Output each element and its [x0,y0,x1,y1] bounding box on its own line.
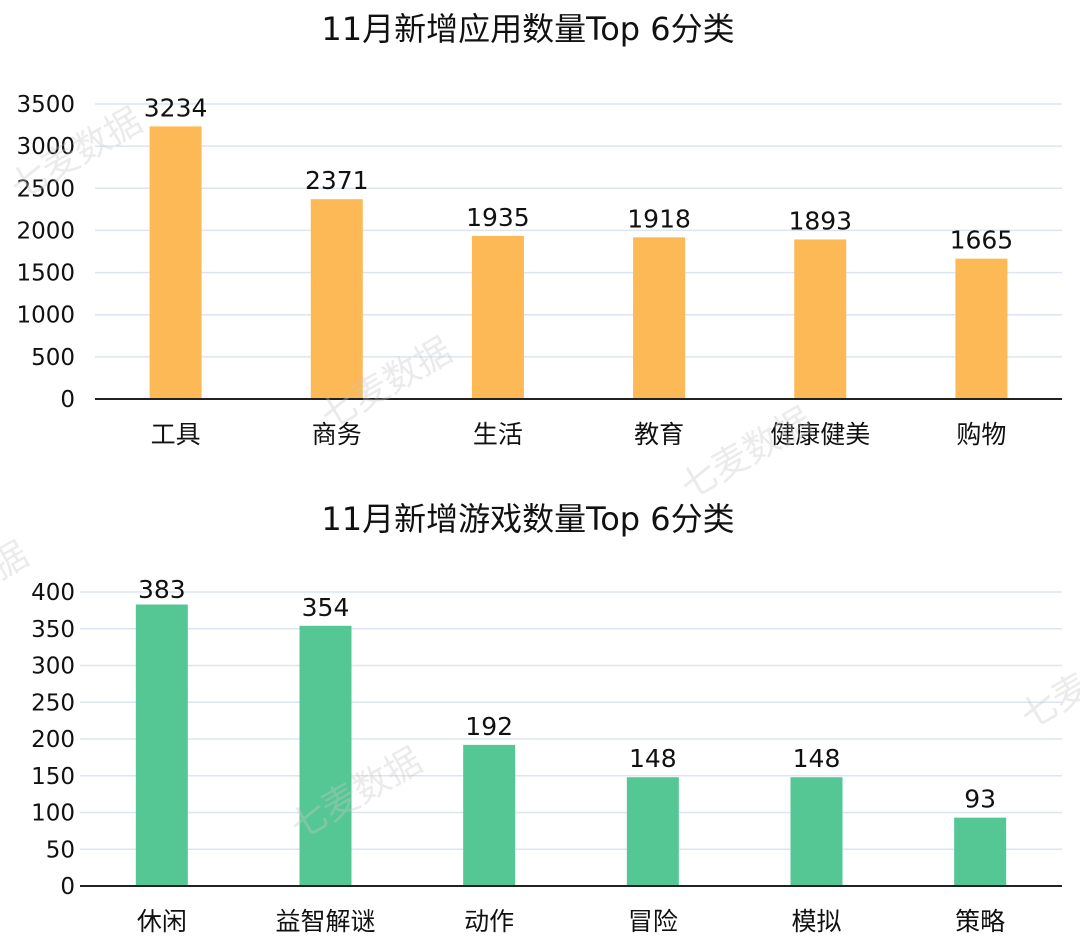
bar [626,777,679,886]
y-tick-label: 2000 [16,218,75,244]
data-label: 1935 [466,203,530,232]
y-tick-label: 200 [31,727,75,753]
bar [954,817,1007,886]
data-label: 1893 [788,206,852,235]
data-label: 1665 [950,226,1014,255]
y-tick-label: 50 [46,837,75,863]
chart-title: 11月新增游戏数量Top 6分类 [321,500,734,538]
y-tick-label: 100 [31,801,75,827]
y-tick-label: 350 [31,617,75,643]
x-tick-label: 策略 [955,907,1005,936]
apps-chart: 11月新增应用数量Top 6分类 0 500 1000 1500 2000 2500 3000… [16,10,1062,449]
data-label: 2371 [305,166,369,195]
data-label: 148 [629,744,677,773]
chart-title: 11月新增应用数量Top 6分类 [321,10,734,48]
y-tick-label: 3000 [16,134,75,160]
bar [633,237,686,399]
data-label: 192 [465,712,513,741]
data-label: 3234 [144,93,208,122]
x-tick-label: 教育 [634,420,684,449]
x-tick-label: 模拟 [791,907,841,936]
y-tick-label: 300 [31,654,75,680]
y-tick-label: 2500 [16,176,75,202]
bar [310,199,363,399]
y-tick-label: 0 [60,874,75,900]
y-tick-label: 400 [31,580,75,606]
bar [790,777,843,886]
watermark-text: 七麦数据 [674,400,819,508]
games-chart: 11月新增游戏数量Top 6分类 0 50 100 150 200 250 300 350 400… [31,500,1062,936]
x-tick-label: 购物 [956,420,1006,449]
x-tick-label: 动作 [464,907,514,936]
data-label: 93 [964,785,996,814]
data-label: 354 [302,593,350,622]
x-tick-label: 休闲 [137,907,187,936]
bar [135,604,188,886]
bar [955,258,1008,399]
y-tick-label: 3500 [16,92,75,118]
bar [149,126,202,400]
x-tick-label: 工具 [151,420,201,449]
y-tick-label: 500 [31,345,75,371]
data-label: 383 [138,575,186,604]
x-tick-label: 健康健美 [770,420,870,449]
bar [299,625,352,886]
bar [794,239,847,399]
y-tick-label: 1500 [16,261,75,287]
y-tick-label: 250 [31,690,75,716]
x-tick-label: 生活 [473,420,523,449]
x-tick-label: 冒险 [628,907,678,936]
bar [471,235,524,399]
data-label: 148 [793,744,841,773]
x-tick-label: 益智解谜 [275,907,375,936]
y-tick-label: 0 [60,387,75,413]
watermark-text: 七麦 [1014,666,1080,738]
bar [463,744,516,886]
x-tick-label: 商务 [312,420,362,449]
data-label: 1918 [627,204,691,233]
footer-watermark: 大数跨境 [55,919,143,944]
y-tick-label: 150 [31,764,75,790]
y-tick-label: 1000 [16,303,75,329]
